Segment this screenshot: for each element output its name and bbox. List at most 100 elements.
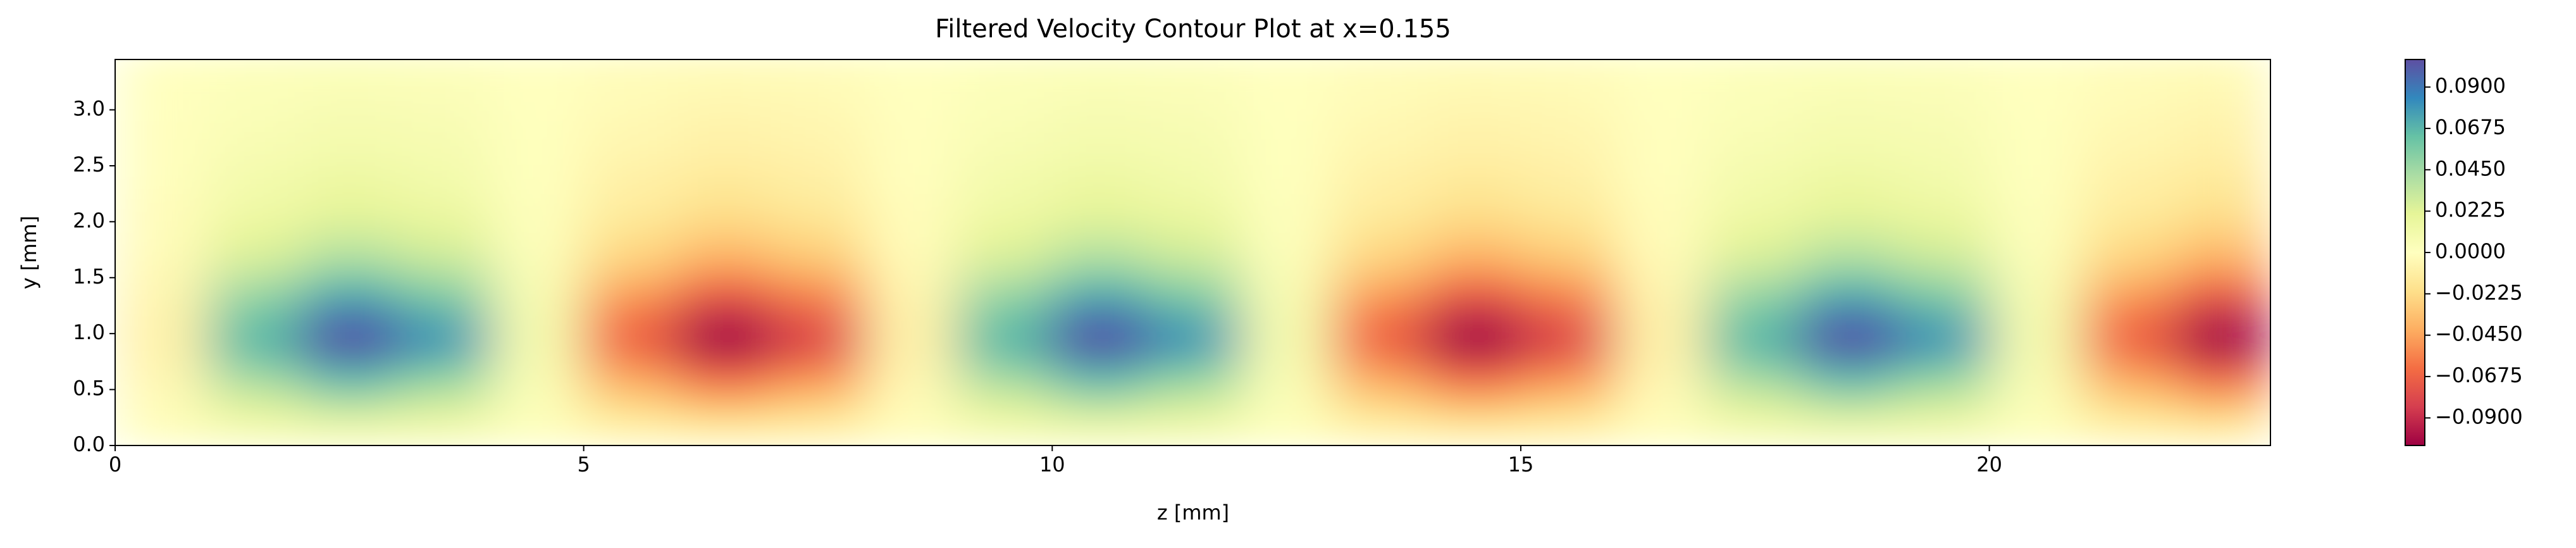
heatmap-cell — [677, 249, 772, 278]
heatmap-cell — [1333, 361, 1428, 390]
heatmap-cell — [1614, 109, 1709, 139]
heatmap-cell — [209, 59, 303, 82]
heatmap-cell — [302, 137, 397, 166]
heatmap-cell — [2176, 333, 2270, 362]
heatmap-cell — [1708, 249, 1802, 278]
heatmap-cell — [1520, 137, 1615, 166]
heatmap-cell — [209, 137, 303, 166]
heatmap-cell — [958, 82, 1053, 111]
heatmap-cell — [209, 333, 303, 362]
heatmap-cell — [677, 305, 772, 334]
heatmap-cell — [115, 221, 209, 251]
heatmap-cell — [1239, 221, 1334, 251]
heatmap-cell — [2176, 109, 2270, 139]
heatmap-cell — [1989, 82, 2084, 111]
heatmap-cell — [396, 221, 491, 251]
heatmap-cell — [1708, 333, 1802, 362]
heatmap-cell — [2176, 194, 2270, 222]
heatmap-cell — [1520, 277, 1615, 306]
heatmap-cell — [1989, 109, 2084, 139]
heatmap-cell — [302, 277, 397, 306]
heatmap-cell — [1520, 109, 1615, 139]
heatmap-cell — [1520, 221, 1615, 251]
heatmap-cell — [490, 82, 585, 111]
heatmap-cell — [1146, 165, 1241, 194]
heatmap-cell — [677, 194, 772, 222]
heatmap-cell — [2083, 137, 2177, 166]
heatmap-cell — [490, 305, 585, 334]
heatmap-cell — [1802, 194, 1896, 222]
heatmap-cell — [1989, 333, 2084, 362]
heatmap-cell — [771, 221, 865, 251]
heatmap-cell — [1802, 277, 1896, 306]
heatmap-cell — [1802, 417, 1896, 445]
heatmap-cell — [209, 249, 303, 278]
heatmap-cell — [865, 194, 959, 222]
heatmap-cell — [958, 165, 1053, 194]
heatmap-cell — [1052, 165, 1146, 194]
heatmap-cell — [771, 389, 865, 418]
heatmap-cell — [865, 305, 959, 334]
heatmap-cell — [583, 417, 678, 445]
heatmap-cell — [2083, 165, 2177, 194]
heatmap — [115, 59, 2270, 445]
heatmap-cell — [302, 82, 397, 111]
heatmap-cell — [115, 59, 209, 82]
heatmap-cell — [1239, 305, 1334, 334]
heatmap-cell — [115, 389, 209, 418]
heatmap-cell — [396, 417, 491, 445]
heatmap-cell — [1239, 109, 1334, 139]
heatmap-cell — [1895, 277, 1990, 306]
heatmap-cell — [1146, 59, 1241, 82]
heatmap-cell — [1239, 137, 1334, 166]
heatmap-cell — [1802, 305, 1896, 334]
heatmap-cell — [490, 361, 585, 390]
heatmap-cell — [302, 194, 397, 222]
heatmap-cell — [1520, 249, 1615, 278]
heatmap-cell — [302, 389, 397, 418]
heatmap-cell — [865, 417, 959, 445]
heatmap-cell — [1146, 417, 1241, 445]
heatmap-cell — [1708, 194, 1802, 222]
heatmap-cell — [2176, 417, 2270, 445]
heatmap-cell — [209, 109, 303, 139]
heatmap-cell — [1989, 137, 2084, 166]
heatmap-cell — [1895, 82, 1990, 111]
heatmap-cell — [865, 249, 959, 278]
heatmap-cell — [958, 389, 1053, 418]
heatmap-cell — [490, 417, 585, 445]
heatmap-cell — [1052, 221, 1146, 251]
heatmap-cell — [115, 109, 209, 139]
heatmap-cell — [1520, 82, 1615, 111]
heatmap-cell — [209, 417, 303, 445]
heatmap-cell — [1052, 82, 1146, 111]
heatmap-cell — [209, 82, 303, 111]
heatmap-cell — [1427, 165, 1521, 194]
heatmap-cell — [583, 194, 678, 222]
heatmap-cell — [2176, 305, 2270, 334]
heatmap-cell — [865, 277, 959, 306]
heatmap-cell — [1427, 137, 1521, 166]
heatmap-cell — [1989, 194, 2084, 222]
x-tick-label: 20 — [1976, 452, 2002, 476]
heatmap-cell — [1052, 389, 1146, 418]
heatmap-cell — [677, 137, 772, 166]
heatmap-cell — [958, 277, 1053, 306]
heatmap-cell — [1614, 417, 1709, 445]
plot-frame — [115, 59, 2271, 446]
heatmap-cell — [1052, 249, 1146, 278]
heatmap-cell — [771, 137, 865, 166]
heatmap-cell — [490, 137, 585, 166]
heatmap-cell — [490, 333, 585, 362]
heatmap-cell — [1802, 109, 1896, 139]
heatmap-cell — [115, 165, 209, 194]
heatmap-cell — [209, 277, 303, 306]
colorbar-tick-label: −0.0225 — [2435, 280, 2523, 304]
heatmap-cell — [1614, 361, 1709, 390]
y-tick-label: 0.0 — [73, 432, 105, 456]
heatmap-cell — [1989, 165, 2084, 194]
heatmap-cell — [115, 137, 209, 166]
heatmap-cell — [1146, 249, 1241, 278]
heatmap-cell — [1802, 137, 1896, 166]
heatmap-cell — [865, 82, 959, 111]
